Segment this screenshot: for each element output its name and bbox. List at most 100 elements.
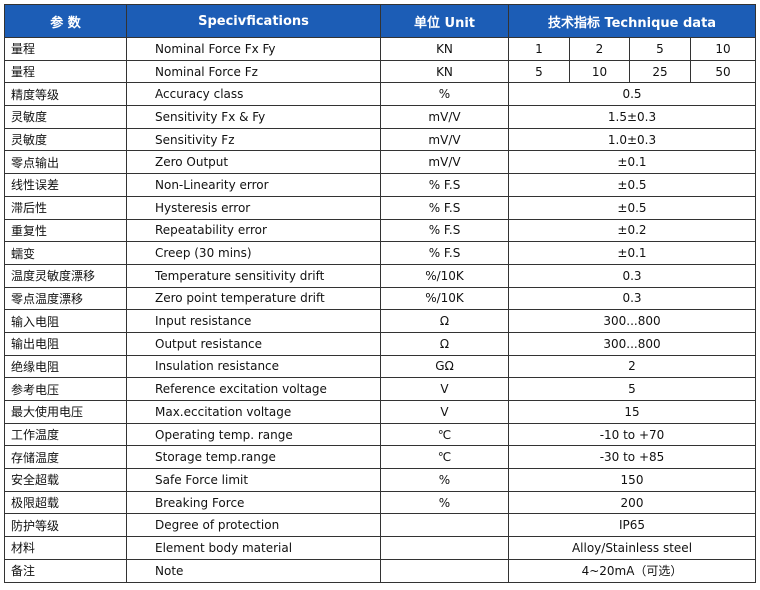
value: 5 (629, 37, 691, 61)
value: 150 (508, 468, 756, 492)
en-name: Non-Linearity error (126, 173, 381, 197)
value: 10 (690, 37, 756, 61)
unit: GΩ (380, 354, 509, 379)
unit: % F.S (380, 241, 509, 265)
cn-name: 材料 (4, 536, 127, 560)
header-cell: 单位 Unit (380, 4, 509, 38)
en-name: Nominal Force Fx Fy (126, 37, 381, 61)
cn-name: 输出电阻 (4, 331, 127, 356)
en-name: Safe Force limit (126, 468, 381, 492)
value: Alloy/Stainless steel (508, 536, 756, 560)
value: 1.5±0.3 (508, 105, 756, 129)
cn-name: 重复性 (4, 218, 127, 243)
row: 参考电压 Reference excitation voltage V 5 (4, 377, 756, 401)
row: 灵敏度 Sensitivity Fz mV/V 1.0±0.3 (4, 127, 756, 152)
unit: % (380, 490, 509, 515)
row: 量程 Nominal Force Fz KN 5 10 25 50 (4, 59, 756, 84)
row: 输出电阻 Output resistance Ω 300...800 (4, 331, 756, 356)
value: 5 (508, 377, 756, 401)
value: ±0.5 (508, 173, 756, 197)
en-name: Nominal Force Fz (126, 59, 381, 84)
value: 2 (508, 354, 756, 379)
header-cell: 参 数 (4, 4, 127, 38)
row: 精度等级 Accuracy class% 0.5 (4, 82, 756, 107)
cn-name: 灵敏度 (4, 105, 127, 129)
unit: KN (380, 37, 509, 61)
unit: % (380, 468, 509, 492)
unit: mV/V (380, 150, 509, 175)
en-name: Sensitivity Fz (126, 127, 381, 152)
cn-name: 精度等级 (4, 82, 127, 107)
cn-name: 蠕变 (4, 241, 127, 265)
en-name: Insulation resistance (126, 354, 381, 379)
cn-name: 备注 (4, 558, 127, 583)
unit: ℃ (380, 422, 509, 447)
en-name: Element body material (126, 536, 381, 560)
en-name: Operating temp. range (126, 422, 381, 447)
en-name: Breaking Force (126, 490, 381, 515)
cn-name: 灵敏度 (4, 127, 127, 152)
en-name: Zero Output (126, 150, 381, 175)
cn-name: 输入电阻 (4, 309, 127, 333)
en-name: Repeatability error (126, 218, 381, 243)
value: 0.3 (508, 263, 756, 288)
value: -10 to +70 (508, 422, 756, 447)
row: 零点输出 Zero Output mV/V ±0.1 (4, 150, 756, 175)
cn-name: 工作温度 (4, 422, 127, 447)
cn-name: 滞后性 (4, 195, 127, 220)
cn-name: 线性误差 (4, 173, 127, 197)
value: ±0.2 (508, 218, 756, 243)
row: 防护等级 Degree of protection IP65 (4, 513, 756, 538)
en-name: Zero point temperature drift (126, 286, 381, 311)
unit (380, 558, 509, 583)
unit: V (380, 400, 509, 424)
header-cell: 技术指标 Technique data (508, 4, 756, 38)
value: 5 (508, 59, 570, 84)
cn-name: 温度灵敏度漂移 (4, 263, 127, 288)
unit: V (380, 377, 509, 401)
value: 25 (629, 59, 691, 84)
value: 15 (508, 400, 756, 424)
en-name: Note (126, 558, 381, 583)
row: 材料 Element body material Alloy/Stainless s… (4, 536, 756, 560)
value: 4~20mA（可选） (508, 558, 756, 583)
value: 2 (569, 37, 630, 61)
row: 存储温度 Storage temp.range ℃ -30 to +85 (4, 445, 756, 470)
value: 1 (508, 37, 570, 61)
unit (380, 536, 509, 560)
row: 极限超载 Breaking Force% 200 (4, 490, 756, 515)
cn-name: 量程 (4, 59, 127, 84)
row: 线性误差 Non-Linearity error% F.S ±0.5 (4, 173, 756, 197)
table-body: 量程 Nominal Force Fx Fy KN 1 2 5 10 量程 Nominal Fo… (4, 37, 756, 583)
row: 工作温度 Operating temp. range ℃ -10 to +70 (4, 422, 756, 447)
en-name: Degree of protection (126, 513, 381, 538)
en-name: Temperature sensitivity drift (126, 263, 381, 288)
en-name: Sensitivity Fx & Fy (126, 105, 381, 129)
en-name: Storage temp.range (126, 445, 381, 470)
unit: KN (380, 59, 509, 84)
en-name: Hysteresis error (126, 195, 381, 220)
cn-name: 绝缘电阻 (4, 354, 127, 379)
en-name: Creep (30 mins) (126, 241, 381, 265)
unit (380, 513, 509, 538)
cn-name: 参考电压 (4, 377, 127, 401)
value: 0.5 (508, 82, 756, 107)
row: 滞后性 Hysteresis error% F.S ±0.5 (4, 195, 756, 220)
cn-name: 存储温度 (4, 445, 127, 470)
cn-name: 零点输出 (4, 150, 127, 175)
value: ±0.5 (508, 195, 756, 220)
value: 10 (569, 59, 630, 84)
value: ±0.1 (508, 150, 756, 175)
row: 安全超载 Safe Force limit% 150 (4, 468, 756, 492)
value: 200 (508, 490, 756, 515)
cn-name: 安全超载 (4, 468, 127, 492)
unit: mV/V (380, 105, 509, 129)
value: 300...800 (508, 309, 756, 333)
row: 备注 Note 4~20mA（可选） (4, 558, 756, 583)
cn-name: 防护等级 (4, 513, 127, 538)
value: IP65 (508, 513, 756, 538)
row: 灵敏度 Sensitivity Fx & Fy mV/V 1.5±0.3 (4, 105, 756, 129)
en-name: Input resistance (126, 309, 381, 333)
value: 0.3 (508, 286, 756, 311)
cn-name: 零点温度漂移 (4, 286, 127, 311)
